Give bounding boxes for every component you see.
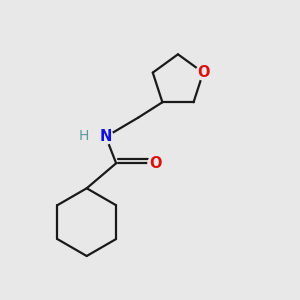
- Circle shape: [77, 130, 90, 142]
- Circle shape: [196, 65, 211, 80]
- Text: N: N: [100, 129, 112, 144]
- Text: O: O: [149, 156, 162, 171]
- Text: O: O: [197, 65, 209, 80]
- Text: H: H: [79, 129, 89, 143]
- Circle shape: [98, 129, 113, 144]
- Circle shape: [148, 156, 163, 171]
